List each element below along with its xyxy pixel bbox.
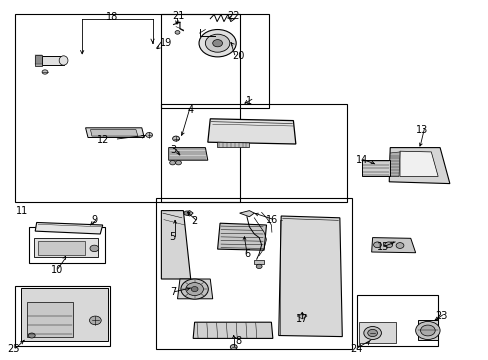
Polygon shape — [388, 148, 449, 184]
Circle shape — [420, 325, 434, 336]
Circle shape — [169, 161, 175, 165]
Text: 14: 14 — [355, 155, 367, 165]
Bar — [29, 227, 105, 263]
Polygon shape — [278, 216, 342, 337]
Circle shape — [373, 242, 381, 248]
Circle shape — [415, 321, 439, 339]
Polygon shape — [161, 211, 190, 279]
Bar — [161, 104, 346, 202]
Bar — [38, 241, 84, 255]
Text: 9: 9 — [91, 215, 97, 225]
Polygon shape — [361, 160, 389, 176]
Circle shape — [145, 132, 152, 138]
Circle shape — [191, 287, 198, 292]
Polygon shape — [239, 211, 254, 217]
Polygon shape — [90, 130, 138, 136]
Circle shape — [172, 136, 179, 141]
Polygon shape — [217, 142, 249, 148]
Bar — [20, 288, 107, 341]
Polygon shape — [217, 223, 266, 250]
Text: 6: 6 — [244, 249, 249, 259]
Text: 25: 25 — [7, 344, 20, 354]
Polygon shape — [85, 128, 144, 138]
Polygon shape — [371, 238, 415, 253]
Bar — [15, 286, 110, 346]
Text: 19: 19 — [160, 38, 172, 48]
Text: 3: 3 — [170, 145, 176, 155]
Bar — [34, 238, 98, 257]
Circle shape — [175, 161, 181, 165]
Text: 11: 11 — [16, 206, 29, 216]
Text: 2: 2 — [191, 216, 197, 226]
Text: 23: 23 — [434, 311, 447, 321]
Bar — [156, 198, 351, 349]
Circle shape — [367, 329, 377, 337]
Text: 16: 16 — [265, 215, 278, 225]
Text: 15: 15 — [376, 242, 388, 252]
Circle shape — [199, 30, 236, 57]
Bar — [161, 14, 268, 108]
Polygon shape — [207, 119, 295, 144]
Circle shape — [175, 31, 180, 34]
Circle shape — [185, 283, 203, 296]
Text: 24: 24 — [349, 344, 362, 354]
Circle shape — [181, 279, 208, 299]
Polygon shape — [399, 151, 437, 176]
Polygon shape — [168, 148, 207, 160]
Polygon shape — [254, 260, 264, 264]
Text: 4: 4 — [187, 105, 193, 115]
Ellipse shape — [59, 56, 68, 65]
Circle shape — [183, 211, 189, 215]
Polygon shape — [41, 56, 63, 65]
Text: 18: 18 — [106, 12, 119, 22]
Polygon shape — [388, 152, 399, 176]
Text: 20: 20 — [231, 51, 244, 61]
Text: 21: 21 — [172, 11, 184, 21]
Text: 13: 13 — [415, 125, 428, 135]
Circle shape — [205, 34, 229, 52]
Circle shape — [384, 242, 392, 248]
Polygon shape — [417, 320, 437, 340]
Circle shape — [256, 264, 262, 269]
Circle shape — [363, 327, 381, 339]
Polygon shape — [297, 313, 306, 319]
Polygon shape — [35, 222, 102, 234]
Bar — [359, 322, 395, 343]
Circle shape — [230, 345, 237, 350]
Bar — [15, 14, 239, 202]
Text: 22: 22 — [227, 11, 240, 21]
Polygon shape — [177, 279, 212, 299]
Polygon shape — [35, 55, 42, 66]
Text: 17: 17 — [295, 314, 307, 324]
Bar — [356, 295, 437, 346]
Text: 10: 10 — [50, 265, 63, 275]
Circle shape — [28, 333, 35, 338]
Polygon shape — [182, 211, 193, 216]
Circle shape — [89, 316, 101, 325]
Polygon shape — [193, 322, 272, 338]
Text: 7: 7 — [170, 287, 176, 297]
Circle shape — [395, 243, 403, 248]
Circle shape — [90, 245, 99, 252]
Text: 5: 5 — [169, 232, 175, 242]
Circle shape — [42, 70, 48, 74]
Circle shape — [212, 40, 222, 47]
Text: 12: 12 — [96, 135, 109, 145]
Text: 1: 1 — [246, 96, 252, 106]
Text: 8: 8 — [235, 336, 241, 346]
Bar — [27, 302, 73, 337]
